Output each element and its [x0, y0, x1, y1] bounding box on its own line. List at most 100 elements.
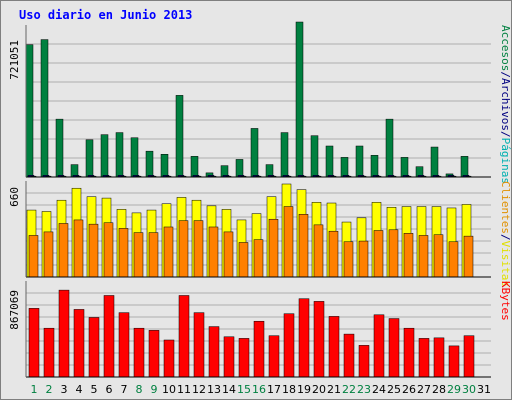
day-label-27: 27 [417, 383, 431, 396]
panel-visitors: 660 Clientes/Visitas [8, 181, 512, 287]
day-label-22: 22 [342, 383, 356, 396]
bar-access-accesos-18 [280, 132, 289, 178]
bar-access-accesos-24 [370, 155, 379, 178]
bar-visitors-clientes-1 [28, 235, 39, 278]
day-label-21: 21 [327, 383, 341, 396]
day-label-6: 6 [106, 383, 113, 396]
side-legend-part: Páginas [499, 138, 512, 184]
day-label-18: 18 [282, 383, 296, 396]
bar-kbytes-kbytes-5 [88, 317, 100, 378]
bar-access-accesos-8 [130, 137, 139, 178]
bar-visitors-clientes-11 [178, 220, 189, 278]
bar-kbytes-kbytes-1 [28, 308, 40, 378]
bar-visitors-clientes-18 [283, 206, 294, 278]
bar-kbytes-kbytes-3 [58, 289, 70, 378]
bar-access-accesos-1 [25, 44, 34, 178]
side-legend-part: / [499, 234, 512, 241]
day-label-5: 5 [91, 383, 98, 396]
panel-kbytes: 867069 KBytes [8, 281, 512, 378]
bar-visitors-clientes-9 [148, 232, 159, 278]
bar-visitors-clientes-6 [103, 222, 114, 278]
ytick-label-access: 721051 [8, 40, 21, 80]
day-label-11: 11 [177, 383, 191, 396]
bar-visitors-clientes-17 [268, 218, 279, 278]
bar-visitors-clientes-4 [73, 219, 84, 278]
day-label-4: 4 [76, 383, 83, 396]
bar-kbytes-kbytes-16 [253, 320, 265, 378]
bar-visitors-clientes-12 [193, 220, 204, 278]
bar-access-accesos-10 [160, 154, 169, 178]
bar-kbytes-kbytes-17 [268, 335, 280, 378]
day-label-7: 7 [121, 383, 128, 396]
bar-visitors-clientes-7 [118, 228, 129, 278]
bar-visitors-clientes-3 [58, 223, 69, 278]
bar-visitors-clientes-19 [298, 214, 309, 278]
side-legend-part: Visitas [499, 241, 512, 287]
bar-kbytes-kbytes-30 [463, 335, 475, 378]
day-label-10: 10 [162, 383, 176, 396]
bar-kbytes-kbytes-20 [313, 301, 325, 378]
bar-access-accesos-19 [295, 21, 304, 178]
day-label-23: 23 [357, 383, 371, 396]
day-label-12: 12 [192, 383, 206, 396]
bar-access-accesos-23 [355, 145, 364, 178]
bar-kbytes-kbytes-6 [103, 295, 115, 378]
day-label-2: 2 [46, 383, 53, 396]
bar-kbytes-kbytes-12 [193, 312, 205, 378]
bar-visitors-clientes-21 [328, 230, 339, 278]
bar-visitors-clientes-25 [388, 229, 399, 278]
bar-visitors-clientes-26 [403, 233, 414, 278]
ytick-label-visitors: 660 [8, 187, 21, 207]
day-label-26: 26 [402, 383, 416, 396]
bar-access-accesos-2 [40, 39, 49, 178]
bar-access-accesos-9 [145, 150, 154, 178]
side-legend-access: Accesos/Archivos/Páginas [499, 25, 512, 184]
bar-kbytes-kbytes-11 [178, 295, 190, 378]
bar-kbytes-kbytes-7 [118, 312, 130, 378]
bar-access-accesos-21 [325, 145, 334, 178]
side-legend-part: Accesos [499, 25, 512, 71]
day-label-13: 13 [207, 383, 221, 396]
side-legend-part: / [499, 131, 512, 138]
bar-access-accesos-15 [235, 159, 244, 178]
day-label-14: 14 [222, 383, 236, 396]
bar-visitors-clientes-15 [238, 242, 249, 278]
bar-kbytes-kbytes-26 [403, 327, 415, 378]
bar-access-accesos-11 [175, 95, 184, 178]
bar-kbytes-kbytes-10 [163, 339, 175, 378]
day-label-29: 29 [447, 383, 461, 396]
side-legend-kbytes: KBytes [499, 281, 512, 321]
side-legend-visitors: Clientes/Visitas [499, 181, 512, 287]
bar-visitors-clientes-27 [418, 235, 429, 278]
bar-visitors-clientes-23 [358, 240, 369, 278]
day-label-30: 30 [462, 383, 476, 396]
bar-kbytes-kbytes-27 [418, 338, 430, 378]
panels-layer: 721051 Accesos/Archivos/Páginas 660 Cliente… [8, 21, 512, 378]
side-legend-part: Clientes [499, 181, 512, 234]
bar-visitors-clientes-13 [208, 226, 219, 278]
ytick-label-kbytes: 867069 [8, 290, 21, 330]
bar-kbytes-kbytes-13 [208, 326, 220, 378]
bar-kbytes-kbytes-25 [388, 318, 400, 378]
bar-access-accesos-5 [85, 139, 94, 178]
bar-visitors-clientes-2 [43, 231, 54, 278]
bar-visitors-clientes-24 [373, 230, 384, 278]
bar-visitors-clientes-10 [163, 226, 174, 278]
day-label-25: 25 [387, 383, 401, 396]
bar-kbytes-kbytes-19 [298, 298, 310, 378]
bar-visitors-clientes-22 [343, 241, 354, 278]
bar-access-accesos-26 [400, 157, 409, 178]
bar-visitors-clientes-14 [223, 231, 234, 278]
bar-visitors-clientes-20 [313, 224, 324, 278]
chart-title: Uso diario en Junio 2013 [19, 8, 192, 22]
side-legend-part: / [499, 71, 512, 78]
bar-access-accesos-12 [190, 156, 199, 178]
bar-kbytes-kbytes-28 [433, 337, 445, 378]
bar-kbytes-kbytes-29 [448, 345, 460, 378]
bar-visitors-clientes-8 [133, 232, 144, 278]
bar-kbytes-kbytes-24 [373, 314, 385, 378]
bar-visitors-clientes-30 [463, 235, 474, 278]
bar-kbytes-kbytes-9 [148, 330, 160, 378]
day-label-9: 9 [151, 383, 158, 396]
